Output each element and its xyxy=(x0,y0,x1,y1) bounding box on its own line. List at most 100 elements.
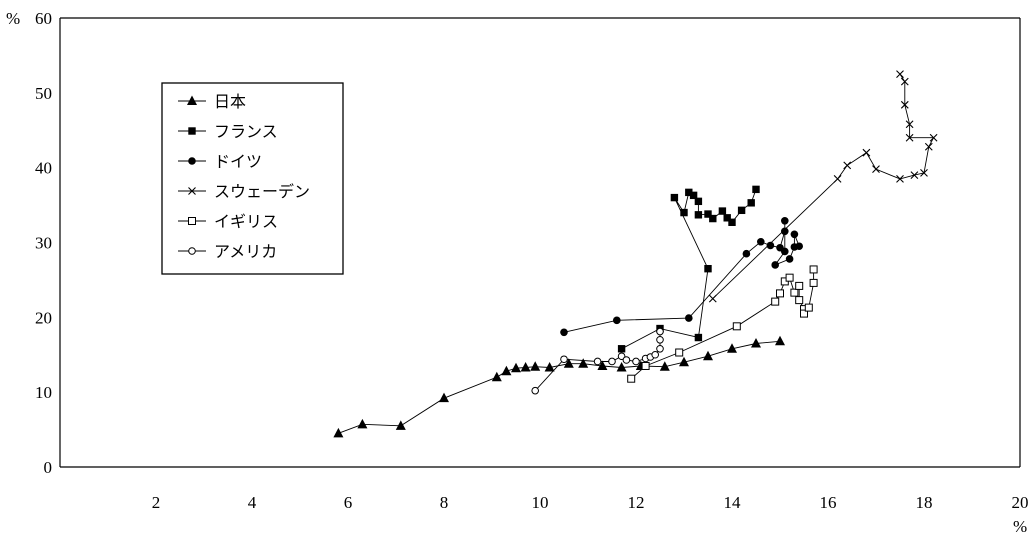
x-tick-label: 4 xyxy=(248,493,257,512)
y-tick-label: 40 xyxy=(35,159,52,178)
data-point xyxy=(905,120,914,129)
data-point xyxy=(632,357,640,366)
data-point xyxy=(737,206,746,215)
data-point xyxy=(188,217,196,225)
legend-item: フランス xyxy=(178,122,278,141)
data-point xyxy=(613,316,621,325)
data-point xyxy=(593,357,602,366)
axes: % % xyxy=(6,9,1027,536)
series-layer xyxy=(333,70,938,438)
legend-label: ドイツ xyxy=(214,152,262,171)
data-point xyxy=(597,360,608,370)
data-point xyxy=(790,230,799,239)
data-point xyxy=(781,247,789,256)
tick-labels: 2 4 6 8 10 12 14 16 18 20 0 10 20 30 40 50 60 xyxy=(35,9,1029,512)
data-point xyxy=(757,237,765,246)
x-tick-label: 12 xyxy=(628,493,645,512)
y-tick-label: 60 xyxy=(35,9,52,28)
x-axis-unit-label: % xyxy=(1013,517,1027,536)
y-tick-label: 20 xyxy=(35,308,52,327)
data-point xyxy=(704,210,712,218)
x-tick-label: 20 xyxy=(1012,493,1029,512)
data-point xyxy=(544,361,555,372)
series-line xyxy=(712,73,935,299)
y-tick-label: 10 xyxy=(35,383,52,402)
data-point xyxy=(501,365,512,376)
data-point xyxy=(751,338,761,348)
series xyxy=(333,335,785,438)
x-tick-label: 2 xyxy=(152,493,161,512)
data-point xyxy=(728,218,736,226)
series-line xyxy=(563,220,800,333)
data-point xyxy=(747,199,755,207)
data-point xyxy=(659,361,670,371)
data-point xyxy=(689,191,698,200)
data-point xyxy=(530,361,541,371)
data-point xyxy=(680,208,688,217)
data-point xyxy=(910,171,919,180)
data-point xyxy=(656,344,664,353)
legend-label: スウェーデン xyxy=(214,182,310,201)
series-line xyxy=(338,340,781,434)
legend-item: ドイツ xyxy=(178,152,262,171)
legend-box xyxy=(161,82,344,275)
data-point xyxy=(627,374,636,383)
y-axis-unit-label: % xyxy=(6,9,20,28)
data-point xyxy=(872,165,880,174)
data-point xyxy=(187,95,197,105)
data-point xyxy=(795,242,803,251)
data-point xyxy=(771,297,780,306)
y-tick-label: 0 xyxy=(44,458,53,477)
x-tick-label: 18 xyxy=(916,493,933,512)
data-point xyxy=(622,356,631,364)
data-point xyxy=(685,314,693,322)
data-point xyxy=(357,418,368,429)
data-point xyxy=(804,303,813,312)
data-point xyxy=(491,371,502,382)
data-point xyxy=(785,273,794,282)
data-point xyxy=(694,197,703,206)
legend-item: 日本 xyxy=(178,92,246,111)
x-tick-label: 14 xyxy=(724,493,742,512)
data-point xyxy=(616,361,627,372)
data-point xyxy=(833,175,842,183)
data-point xyxy=(333,427,344,438)
data-point xyxy=(670,193,679,202)
legend-label: フランス xyxy=(214,122,278,141)
data-point xyxy=(188,157,196,165)
data-point xyxy=(694,211,703,219)
data-point xyxy=(790,288,799,297)
data-point xyxy=(704,264,712,273)
data-point xyxy=(675,348,684,357)
data-point xyxy=(742,249,751,258)
data-point xyxy=(727,343,737,353)
data-point xyxy=(703,350,713,361)
data-point xyxy=(896,175,904,183)
data-point xyxy=(771,261,779,269)
series xyxy=(627,265,818,383)
data-point xyxy=(809,278,818,287)
data-point xyxy=(651,350,660,359)
data-point xyxy=(511,362,521,373)
data-point xyxy=(900,100,909,109)
data-point xyxy=(694,333,703,342)
data-point xyxy=(775,335,785,346)
data-point xyxy=(924,142,933,151)
y-tick-label: 50 xyxy=(35,84,52,103)
data-point xyxy=(718,207,727,215)
y-tick-label: 30 xyxy=(35,234,52,253)
data-point xyxy=(560,355,568,364)
data-point xyxy=(929,133,938,142)
series xyxy=(708,70,938,303)
series xyxy=(560,216,803,337)
data-point xyxy=(188,127,196,135)
data-point xyxy=(781,216,789,225)
data-point xyxy=(656,335,664,344)
data-point xyxy=(776,289,784,298)
data-point xyxy=(188,247,196,255)
data-point xyxy=(188,187,196,195)
legend-label: イギリス xyxy=(214,212,278,231)
data-point xyxy=(708,294,717,303)
series-line xyxy=(630,269,815,380)
